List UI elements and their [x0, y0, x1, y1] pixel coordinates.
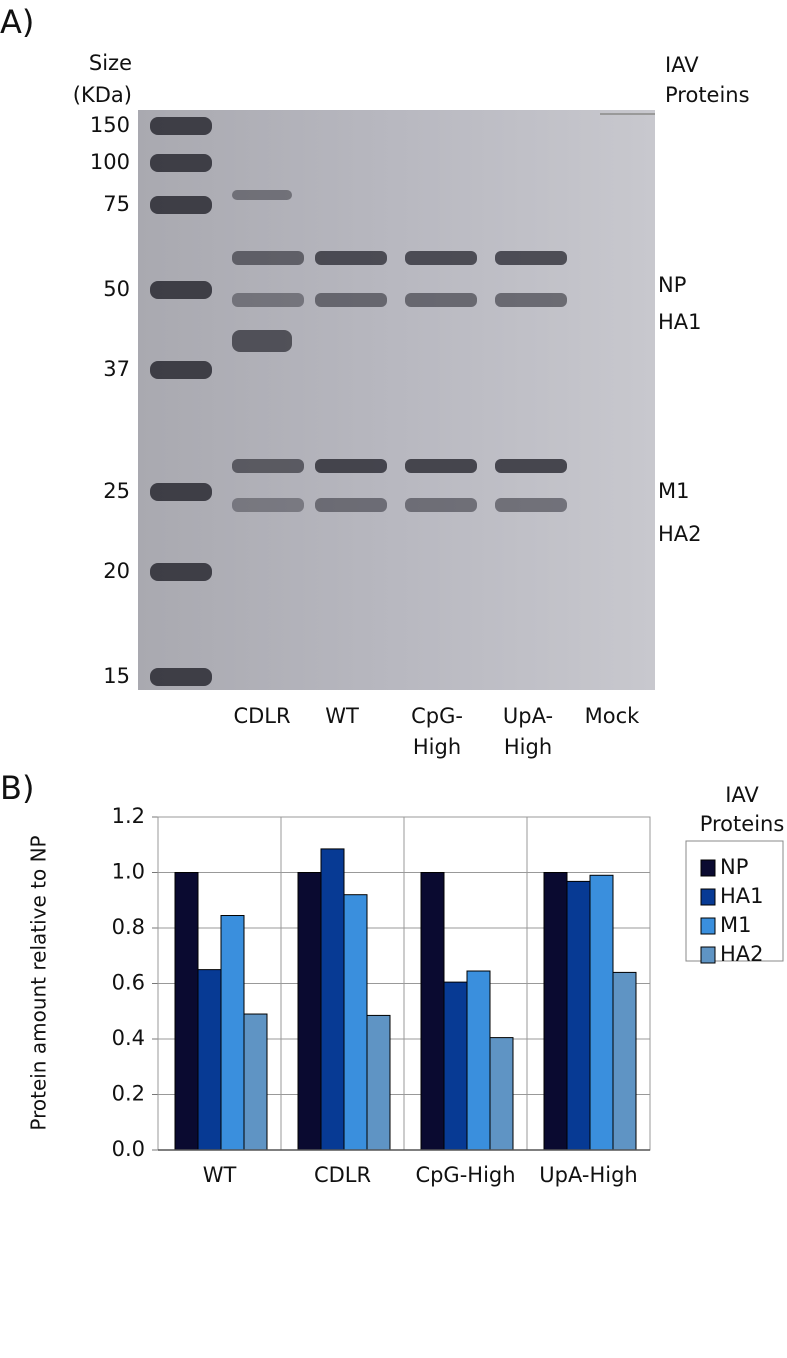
- protein-band: [495, 498, 567, 512]
- protein-band: [495, 293, 567, 307]
- bar: [420, 872, 445, 1151]
- protein-label: M1: [658, 479, 689, 503]
- ladder-band: [150, 117, 212, 135]
- y-tick-label: 0.2: [112, 1082, 145, 1106]
- lane-label: UpA-: [503, 704, 553, 728]
- bar: [543, 872, 568, 1151]
- bar: [174, 872, 199, 1151]
- bar: [343, 894, 368, 1151]
- legend-title: IAV: [725, 783, 759, 807]
- legend-swatch: [700, 946, 716, 964]
- size-title: (KDa): [73, 83, 132, 107]
- lane-label: CpG-: [411, 704, 463, 728]
- protein-band: [232, 190, 292, 200]
- size-label: 37: [103, 357, 130, 381]
- bar: [566, 880, 591, 1151]
- size-label: 20: [103, 559, 130, 583]
- protein-title: IAV: [665, 53, 699, 77]
- x-tick-label: CpG-High: [415, 1163, 515, 1187]
- protein-band: [232, 459, 304, 473]
- lane-label: Mock: [585, 704, 641, 728]
- lane-label: High: [413, 735, 461, 759]
- protein-label: HA2: [658, 522, 702, 546]
- legend-title: Proteins: [700, 812, 785, 836]
- protein-band: [495, 459, 567, 473]
- legend-swatch: [700, 888, 716, 906]
- protein-band: [405, 293, 477, 307]
- bar: [297, 872, 322, 1151]
- bar: [197, 969, 222, 1151]
- protein-label: NP: [658, 273, 686, 297]
- lane-label: High: [504, 735, 552, 759]
- protein-band: [405, 498, 477, 512]
- y-tick-label: 0.4: [112, 1026, 145, 1050]
- x-tick-label: WT: [203, 1163, 237, 1187]
- y-axis-label: Protein amount relative to NP: [27, 835, 51, 1130]
- protein-band: [232, 293, 304, 307]
- protein-band: [232, 251, 304, 265]
- protein-band: [495, 251, 567, 265]
- x-tick-label: CDLR: [314, 1163, 371, 1187]
- legend-swatch: [700, 917, 716, 935]
- ladder-band: [150, 361, 212, 379]
- protein-band: [405, 459, 477, 473]
- size-label: 25: [103, 479, 130, 503]
- ladder-band: [150, 154, 212, 172]
- bar: [366, 1014, 391, 1151]
- size-label: 150: [90, 113, 130, 137]
- bar: [220, 915, 245, 1151]
- protein-band: [315, 251, 387, 265]
- lane-label: CDLR: [233, 704, 290, 728]
- bar: [612, 971, 637, 1151]
- ladder-band: [150, 196, 212, 214]
- y-tick-label: 0.0: [112, 1137, 145, 1161]
- bar: [243, 1013, 268, 1151]
- protein-band: [405, 251, 477, 265]
- lane-label: WT: [325, 704, 359, 728]
- ladder-band: [150, 563, 212, 581]
- gel-background: [138, 110, 655, 690]
- gel-image: [138, 110, 655, 690]
- legend-label: HA1: [720, 884, 764, 908]
- y-tick-label: 1.0: [112, 860, 145, 884]
- ladder-band: [150, 668, 212, 686]
- size-label: 75: [103, 192, 130, 216]
- protein-band: [232, 330, 292, 352]
- size-label: 100: [90, 150, 130, 174]
- bar: [443, 981, 468, 1151]
- protein-band: [315, 459, 387, 473]
- size-title: Size: [89, 51, 132, 75]
- x-tick-label: UpA-High: [539, 1163, 637, 1187]
- y-tick-label: 1.2: [112, 804, 145, 828]
- protein-label: HA1: [658, 310, 702, 334]
- size-label: 50: [103, 277, 130, 301]
- size-label: 15: [103, 664, 130, 688]
- protein-title: Proteins: [665, 83, 750, 107]
- ladder-band: [150, 281, 212, 299]
- panel-label: A): [0, 3, 34, 41]
- legend-label: HA2: [720, 942, 764, 966]
- protein-band: [315, 293, 387, 307]
- bar: [589, 874, 614, 1151]
- legend-swatch: [700, 859, 716, 877]
- protein-band: [232, 498, 304, 512]
- panel-label: B): [0, 769, 34, 807]
- bar: [489, 1037, 514, 1151]
- ladder-band: [150, 483, 212, 501]
- protein-band: [315, 498, 387, 512]
- legend-label: NP: [720, 855, 748, 879]
- y-tick-label: 0.8: [112, 915, 145, 939]
- bar: [320, 848, 345, 1151]
- bar: [466, 970, 491, 1151]
- legend-label: M1: [720, 913, 751, 937]
- y-tick-label: 0.6: [112, 971, 145, 995]
